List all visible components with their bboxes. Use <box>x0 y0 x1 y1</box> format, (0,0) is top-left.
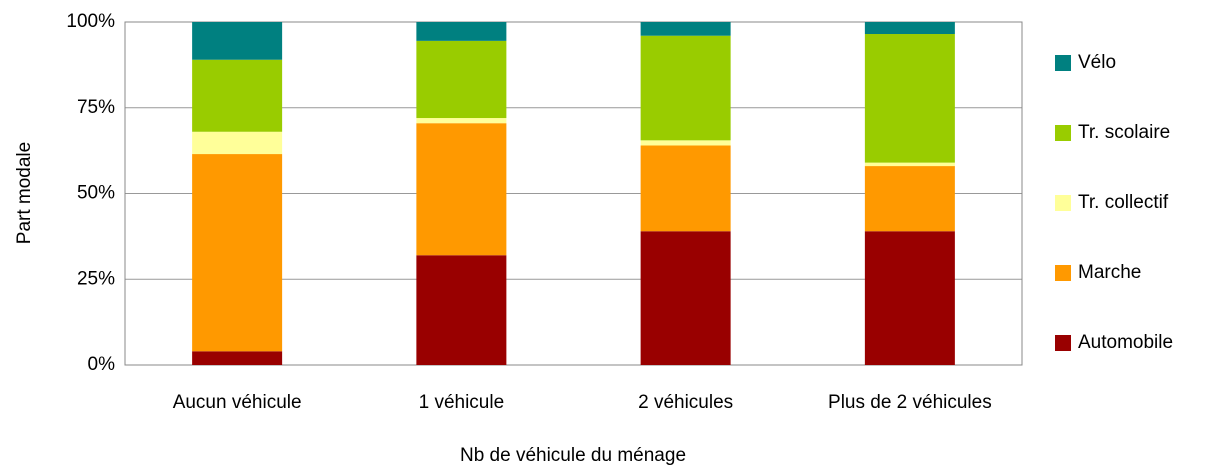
bar-segment <box>192 154 283 352</box>
legend-label: Automobile <box>1078 332 1173 353</box>
x-tick-label: Plus de 2 véhicules <box>828 392 992 413</box>
x-tick-label: 1 véhicule <box>418 392 505 413</box>
bar-segment <box>192 59 283 132</box>
legend-label: Vélo <box>1078 52 1116 73</box>
bar-segment <box>864 166 955 232</box>
bar-segment <box>416 255 507 365</box>
bar-segment <box>640 231 731 365</box>
legend-swatch <box>1055 125 1071 141</box>
x-tick-label: 2 véhicules <box>638 392 734 413</box>
y-axis-title: Part modale <box>14 142 35 244</box>
y-tick-label: 100% <box>66 11 115 32</box>
bar-segment <box>416 40 507 119</box>
x-tick-label: Aucun véhicule <box>172 392 302 413</box>
x-axis-title: Nb de véhicule du ménage <box>460 445 686 466</box>
plot-border <box>124 21 1023 366</box>
bar-segment <box>640 145 731 232</box>
legend-label: Tr. collectif <box>1078 192 1169 213</box>
bar-segment <box>864 231 955 365</box>
legend-swatch <box>1055 195 1071 211</box>
legend-swatch <box>1055 265 1071 281</box>
bar-segment <box>864 34 955 163</box>
bar-segment <box>192 22 283 60</box>
bar-segment <box>640 22 731 36</box>
legend-swatch <box>1055 335 1071 351</box>
legend-label: Marche <box>1078 262 1141 283</box>
bar-segment <box>416 123 507 256</box>
bar-segment <box>864 162 955 167</box>
bar-segment <box>192 131 283 155</box>
y-tick-label: 50% <box>77 183 115 204</box>
y-tick-label: 25% <box>77 268 115 289</box>
bar-segment <box>864 22 955 35</box>
legend-swatch <box>1055 55 1071 71</box>
legend-label: Tr. scolaire <box>1078 122 1170 143</box>
y-tick-label: 0% <box>88 354 116 375</box>
y-tick-label: 75% <box>77 97 115 118</box>
bar-segment <box>192 351 283 365</box>
bar-segment <box>416 22 507 41</box>
bar-segment <box>416 118 507 124</box>
bar-segment <box>640 140 731 146</box>
bar-segment <box>640 35 731 141</box>
